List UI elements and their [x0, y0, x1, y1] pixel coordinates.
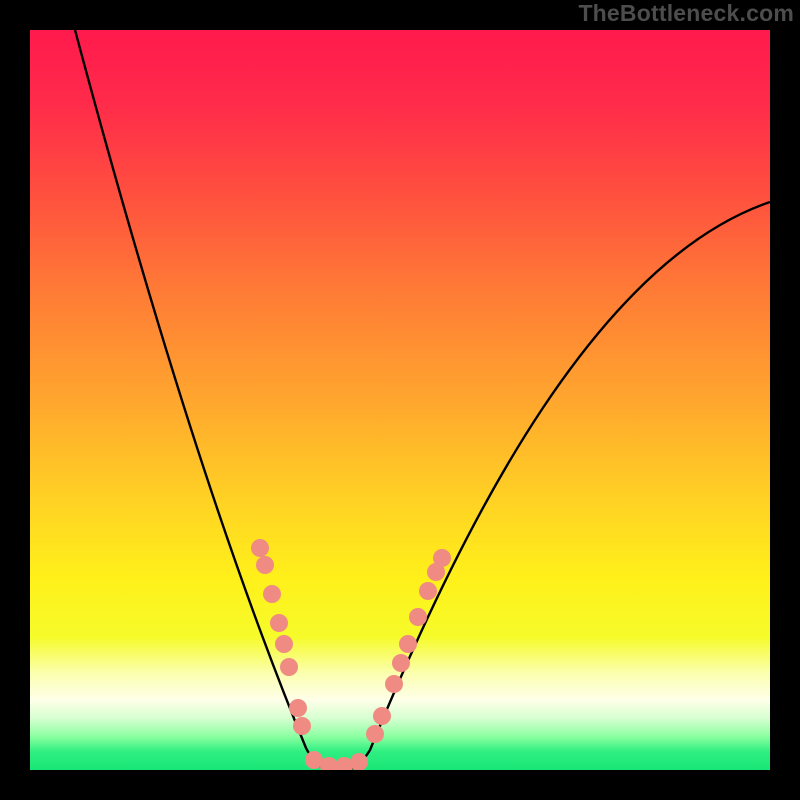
marker-right — [399, 635, 417, 653]
chart-stage: TheBottleneck.com — [0, 0, 800, 800]
marker-left — [289, 699, 307, 717]
marker-right — [373, 707, 391, 725]
marker-left — [263, 585, 281, 603]
marker-left — [251, 539, 269, 557]
marker-right — [409, 608, 427, 626]
marker-right — [366, 725, 384, 743]
marker-left — [293, 717, 311, 735]
watermark-text: TheBottleneck.com — [578, 0, 794, 27]
marker-right — [433, 549, 451, 567]
marker-left — [275, 635, 293, 653]
marker-right — [385, 675, 403, 693]
marker-left — [256, 556, 274, 574]
marker-right — [392, 654, 410, 672]
bottleneck-chart-svg — [0, 0, 800, 800]
marker-right — [419, 582, 437, 600]
marker-left — [270, 614, 288, 632]
marker-left — [280, 658, 298, 676]
marker-bottom — [350, 753, 368, 771]
